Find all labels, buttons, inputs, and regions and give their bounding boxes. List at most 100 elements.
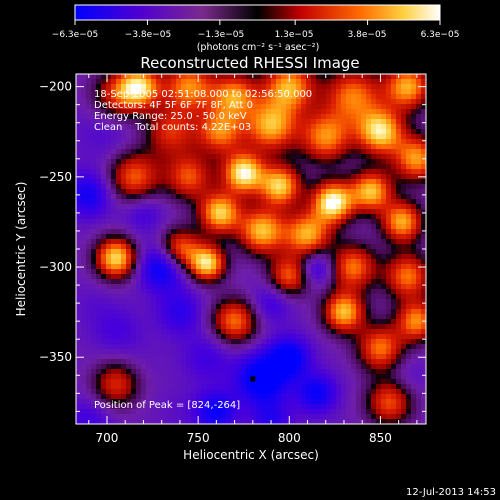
heatmap-cell (116, 299, 122, 305)
heatmap-cell (121, 199, 127, 205)
heatmap-cell (101, 99, 107, 105)
heatmap-cell (176, 229, 182, 235)
heatmap-cell (231, 159, 237, 165)
heatmap-cell (341, 309, 347, 315)
heatmap-cell (221, 409, 227, 415)
heatmap-cell (296, 409, 302, 415)
heatmap-cell (376, 274, 382, 280)
heatmap-cell (341, 179, 347, 185)
heatmap-cell (321, 279, 327, 285)
heatmap-cell (121, 129, 127, 135)
heatmap-cell (301, 254, 307, 260)
heatmap-cell (271, 419, 277, 424)
heatmap-cell (406, 259, 412, 265)
heatmap-cell (351, 219, 357, 225)
heatmap-cell (231, 164, 237, 170)
heatmap-cell (226, 329, 232, 335)
heatmap-cell (391, 269, 397, 275)
heatmap-cell (81, 314, 87, 320)
heatmap-cell (201, 254, 207, 260)
heatmap-cell (421, 274, 426, 280)
heatmap-cell (206, 114, 212, 120)
heatmap-cell (296, 214, 302, 220)
heatmap-cell (271, 294, 277, 300)
heatmap-cell (366, 229, 372, 235)
heatmap-cell (361, 84, 367, 90)
heatmap-cell (261, 254, 267, 260)
heatmap-cell (186, 244, 192, 250)
heatmap-cell (226, 369, 232, 375)
heatmap-cell (156, 349, 162, 355)
heatmap-cell (161, 184, 167, 190)
heatmap-cell (76, 254, 82, 260)
heatmap-cell (106, 189, 112, 195)
heatmap-cell (201, 289, 207, 295)
heatmap-cell (261, 164, 267, 170)
heatmap-cell (341, 399, 347, 405)
heatmap-cell (206, 404, 212, 410)
heatmap-cell (341, 319, 347, 325)
heatmap-cell (301, 229, 307, 235)
heatmap-cell (96, 384, 102, 390)
heatmap-cell (281, 164, 287, 170)
heatmap-cell (346, 379, 352, 385)
heatmap-cell (196, 134, 202, 140)
heatmap-cell (361, 99, 367, 105)
heatmap-cell (236, 294, 242, 300)
heatmap-cell (101, 274, 107, 280)
heatmap-cell (381, 149, 387, 155)
heatmap-cell (96, 99, 102, 105)
heatmap-cell (281, 344, 287, 350)
heatmap-cell (401, 229, 407, 235)
heatmap-cell (356, 369, 362, 375)
heatmap-cell (236, 374, 242, 380)
heatmap-cell (391, 399, 397, 405)
heatmap-cell (351, 184, 357, 190)
heatmap-cell (136, 154, 142, 160)
heatmap-cell (381, 234, 387, 240)
heatmap-cell (256, 394, 262, 400)
heatmap-cell (376, 309, 382, 315)
heatmap-cell (261, 329, 267, 335)
heatmap-cell (191, 104, 197, 110)
heatmap-cell (91, 379, 97, 385)
heatmap-cell (216, 149, 222, 155)
heatmap-cell (281, 154, 287, 160)
heatmap-cell (156, 319, 162, 325)
heatmap-cell (391, 234, 397, 240)
heatmap-cell (341, 324, 347, 330)
heatmap-cell (86, 109, 92, 115)
heatmap-cell (311, 74, 317, 80)
heatmap-cell (371, 74, 377, 80)
heatmap-cell (101, 139, 107, 145)
heatmap-cell (276, 74, 282, 80)
heatmap-cell (336, 389, 342, 395)
heatmap-cell (76, 114, 82, 120)
heatmap-cell (86, 314, 92, 320)
heatmap-cell (136, 394, 142, 400)
heatmap-cell (346, 149, 352, 155)
heatmap-cell (251, 119, 257, 125)
heatmap-cell (411, 209, 417, 215)
heatmap-cell (341, 299, 347, 305)
heatmap-cell (361, 169, 367, 175)
heatmap-cell (326, 134, 332, 140)
heatmap-cell (301, 369, 307, 375)
heatmap-cell (206, 149, 212, 155)
heatmap-cell (416, 279, 422, 285)
heatmap-cell (331, 284, 337, 290)
heatmap-cell (391, 309, 397, 315)
heatmap-cell (321, 154, 327, 160)
heatmap-cell (331, 199, 337, 205)
heatmap-cell (181, 129, 187, 135)
heatmap-cell (281, 379, 287, 385)
heatmap-cell (156, 294, 162, 300)
heatmap-cell (396, 324, 402, 330)
heatmap-cell (286, 319, 292, 325)
heatmap-cell (161, 249, 167, 255)
heatmap-cell (271, 184, 277, 190)
heatmap-cell (271, 289, 277, 295)
heatmap-cell (396, 154, 402, 160)
heatmap-cell (291, 169, 297, 175)
heatmap-cell (176, 269, 182, 275)
